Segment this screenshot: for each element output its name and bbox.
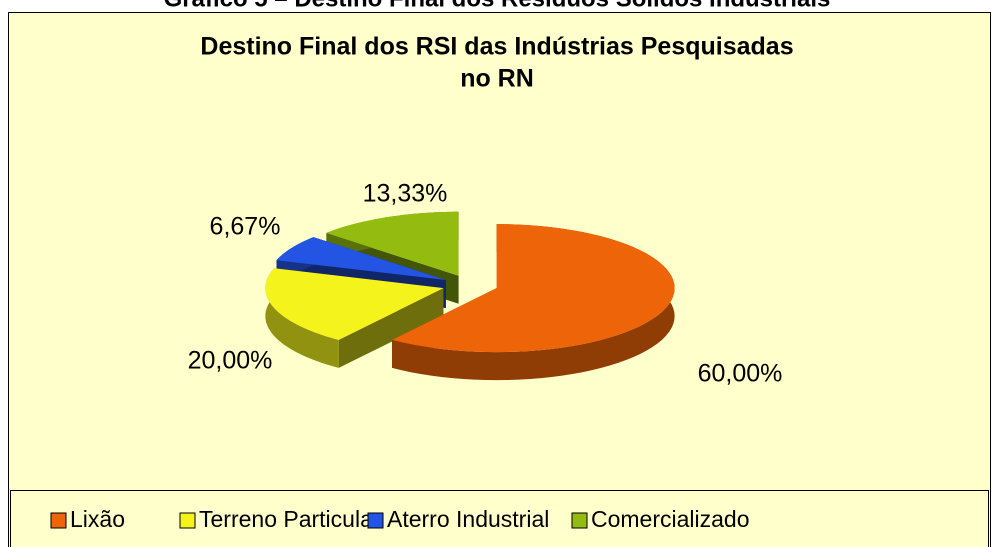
data-label: 6,67% xyxy=(210,213,281,241)
legend-swatch xyxy=(179,512,196,529)
legend-swatch xyxy=(571,512,588,529)
data-label: 60,00% xyxy=(698,360,783,388)
slice xyxy=(265,268,444,340)
legend-box xyxy=(10,490,989,547)
chart-title: no RN xyxy=(460,65,534,93)
chart-title: Destino Final dos RSI das Indústrias Pes… xyxy=(200,33,793,61)
legend-label: Lixão xyxy=(70,506,125,532)
legend-label: Aterro Industrial xyxy=(387,506,549,532)
slice xyxy=(276,237,446,280)
legend-swatch xyxy=(50,512,67,529)
legend-label: Comercializado xyxy=(591,506,750,532)
slice xyxy=(392,224,675,353)
slice xyxy=(326,211,459,276)
data-label: 13,33% xyxy=(363,180,448,208)
legend-swatch xyxy=(367,512,384,529)
caption: Gráfico 5 – Destino Final dos Resíduos S… xyxy=(164,0,831,12)
data-label: 20,00% xyxy=(188,347,273,375)
legend-label: Terreno Particular xyxy=(199,506,381,532)
slice-edge xyxy=(265,268,339,368)
